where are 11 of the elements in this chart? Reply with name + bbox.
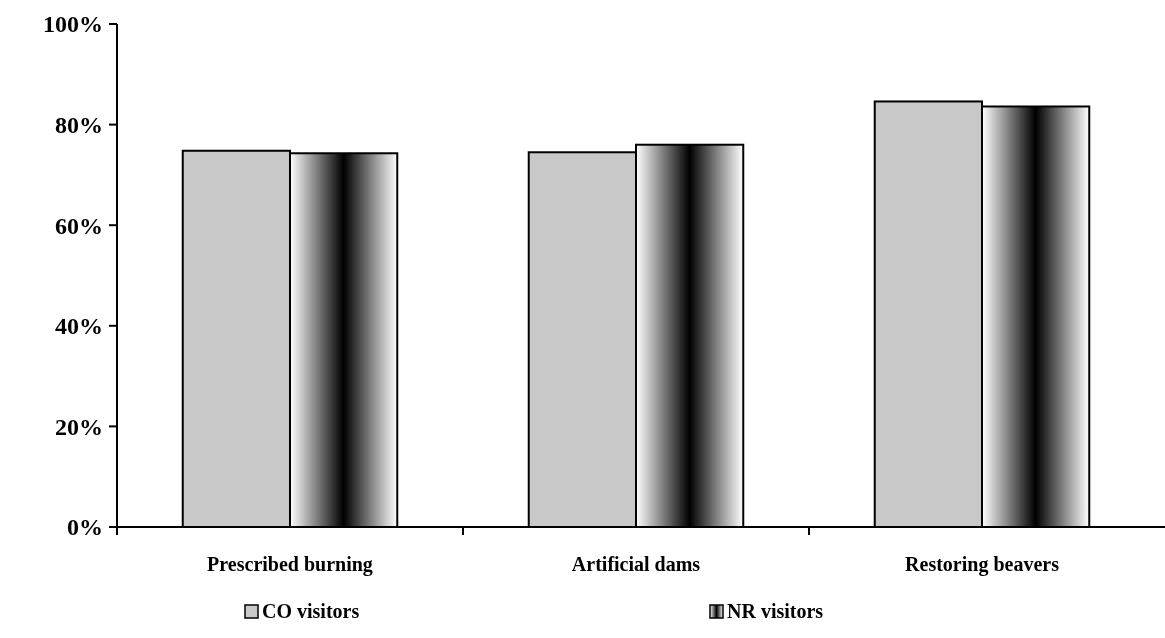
- y-tick-label: 0%: [67, 514, 103, 541]
- legend-label: NR visitors: [727, 600, 824, 622]
- y-tick-label: 20%: [55, 413, 103, 440]
- y-tick-label: 60%: [55, 212, 103, 239]
- x-tick-label: Restoring beavers: [905, 553, 1060, 576]
- x-tick-label: Artificial dams: [571, 553, 701, 575]
- y-tick-label: 40%: [55, 313, 103, 340]
- x-tick-label: Prescribed burning: [207, 553, 373, 576]
- legend-label: CO visitors: [262, 600, 360, 622]
- y-tick-label: 80%: [55, 112, 103, 138]
- y-tick-label: 100%: [43, 11, 103, 38]
